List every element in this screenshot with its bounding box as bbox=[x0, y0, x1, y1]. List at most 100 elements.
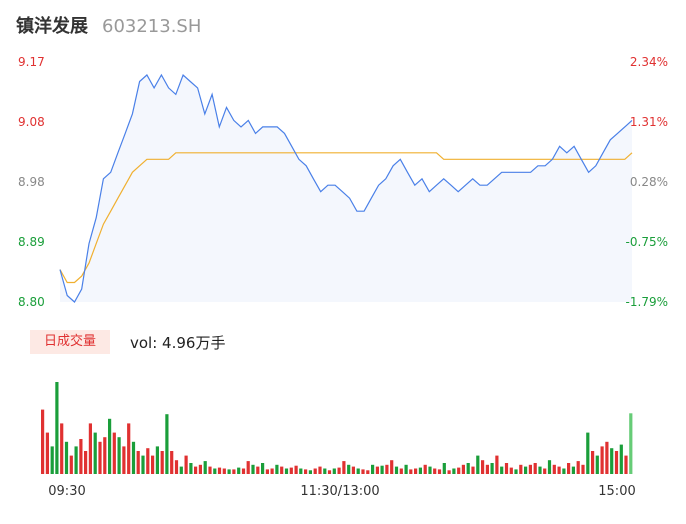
volume-bar bbox=[471, 466, 475, 474]
volume-bar bbox=[547, 460, 552, 474]
volume-bar bbox=[466, 463, 470, 474]
volume-bar bbox=[586, 432, 590, 474]
volume-label: vol: 4.96万手 bbox=[130, 334, 226, 352]
volume-bar bbox=[576, 461, 580, 474]
volume-bar bbox=[45, 432, 49, 474]
volume-bar bbox=[619, 444, 623, 474]
volume-bar bbox=[337, 467, 341, 474]
volume-bar bbox=[270, 468, 274, 474]
volume-bar bbox=[217, 467, 222, 474]
volume-bar bbox=[332, 468, 336, 474]
volume-bar bbox=[351, 466, 355, 474]
volume-bar bbox=[519, 464, 523, 474]
volume-bar bbox=[452, 468, 456, 474]
volume-bar bbox=[495, 455, 499, 474]
volume-bar bbox=[461, 464, 465, 474]
volume-bar bbox=[437, 469, 442, 474]
price-area bbox=[60, 75, 632, 302]
volume-bar bbox=[141, 455, 145, 474]
volume-bar bbox=[323, 468, 327, 474]
volume-bar bbox=[361, 469, 365, 474]
volume-bar bbox=[108, 418, 112, 474]
volume-bar bbox=[165, 414, 169, 474]
volume-bar bbox=[299, 468, 303, 474]
volume-bar bbox=[232, 469, 236, 474]
volume-bar bbox=[490, 463, 494, 474]
volume-bar bbox=[571, 466, 575, 474]
volume-bar bbox=[213, 468, 217, 474]
volume-bar bbox=[64, 441, 69, 474]
volume-bar bbox=[385, 464, 389, 474]
volume-bar bbox=[394, 466, 399, 474]
volume-bar bbox=[629, 413, 633, 474]
volume-bar bbox=[433, 468, 437, 474]
volume-bar bbox=[457, 467, 461, 474]
volume-bar bbox=[208, 466, 212, 474]
volume-bar bbox=[256, 466, 260, 474]
volume-bar bbox=[237, 467, 241, 474]
price-line bbox=[59, 73, 633, 303]
volume-bar bbox=[371, 464, 375, 474]
volume-bar bbox=[313, 468, 317, 474]
volume-bar bbox=[442, 463, 446, 474]
volume-bar bbox=[591, 451, 595, 474]
volume-bar bbox=[404, 464, 408, 474]
volume-bar bbox=[289, 467, 293, 474]
volume-bar bbox=[600, 446, 604, 474]
volume-bar bbox=[624, 455, 628, 474]
volume-bar bbox=[74, 446, 78, 474]
volume-bar bbox=[227, 469, 231, 474]
stock-code: 603213.SH bbox=[102, 16, 202, 37]
volume-bar bbox=[69, 455, 73, 474]
stock-name: 镇洋发展 bbox=[16, 16, 88, 37]
price-tick-label: 8.89 bbox=[18, 235, 45, 249]
volume-bar bbox=[203, 461, 207, 474]
price-tick-label: 8.80 bbox=[18, 295, 45, 309]
percent-tick-label: 2.34% bbox=[630, 55, 668, 69]
volume-bar bbox=[366, 470, 370, 474]
volume-bar bbox=[131, 441, 136, 474]
volume-bar bbox=[418, 467, 422, 474]
volume-bar bbox=[528, 464, 532, 474]
volume-bar bbox=[447, 470, 451, 474]
volume-bar bbox=[98, 441, 102, 474]
volume-bar bbox=[55, 382, 59, 474]
volume-bar bbox=[246, 461, 250, 474]
volume-bar bbox=[533, 463, 537, 474]
volume-bar bbox=[241, 468, 246, 474]
volume-bar bbox=[170, 451, 174, 474]
volume-bar bbox=[117, 437, 121, 474]
volume-bar bbox=[146, 448, 150, 474]
volume-bar bbox=[538, 466, 542, 474]
percent-tick-label: 1.31% bbox=[630, 115, 668, 129]
volume-bar bbox=[112, 432, 116, 474]
volume-bar bbox=[194, 466, 198, 474]
volume-bar bbox=[327, 470, 332, 474]
volume-bar bbox=[50, 446, 54, 474]
volume-bar bbox=[318, 466, 322, 474]
volume-bar bbox=[514, 469, 518, 474]
volume-bar bbox=[485, 464, 489, 474]
time-tick-label: 11:30/13:00 bbox=[300, 484, 379, 499]
volume-bar bbox=[375, 466, 379, 474]
volume-bar bbox=[189, 463, 193, 474]
volume-bar bbox=[423, 464, 427, 474]
volume-bar bbox=[557, 466, 561, 474]
volume-bar bbox=[88, 423, 92, 474]
volume-bar bbox=[356, 468, 360, 474]
volume-bar bbox=[409, 469, 413, 474]
volume-bar bbox=[151, 455, 155, 474]
volume-bar bbox=[581, 464, 585, 474]
volume-bar bbox=[504, 463, 509, 474]
price-tick-label: 9.17 bbox=[18, 55, 45, 69]
volume-bar bbox=[136, 451, 140, 474]
volume-tab[interactable]: 日成交量 bbox=[30, 330, 110, 354]
volume-bar bbox=[294, 465, 298, 474]
percent-tick-label: -1.79% bbox=[626, 295, 668, 309]
volume-bar bbox=[476, 455, 480, 474]
price-tick-label: 8.98 bbox=[18, 175, 45, 189]
volume-bar bbox=[414, 468, 418, 474]
average-price-line bbox=[59, 152, 633, 284]
volume-bar bbox=[481, 460, 485, 474]
